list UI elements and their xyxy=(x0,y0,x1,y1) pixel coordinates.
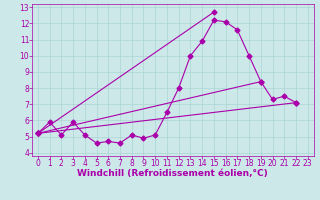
X-axis label: Windchill (Refroidissement éolien,°C): Windchill (Refroidissement éolien,°C) xyxy=(77,169,268,178)
